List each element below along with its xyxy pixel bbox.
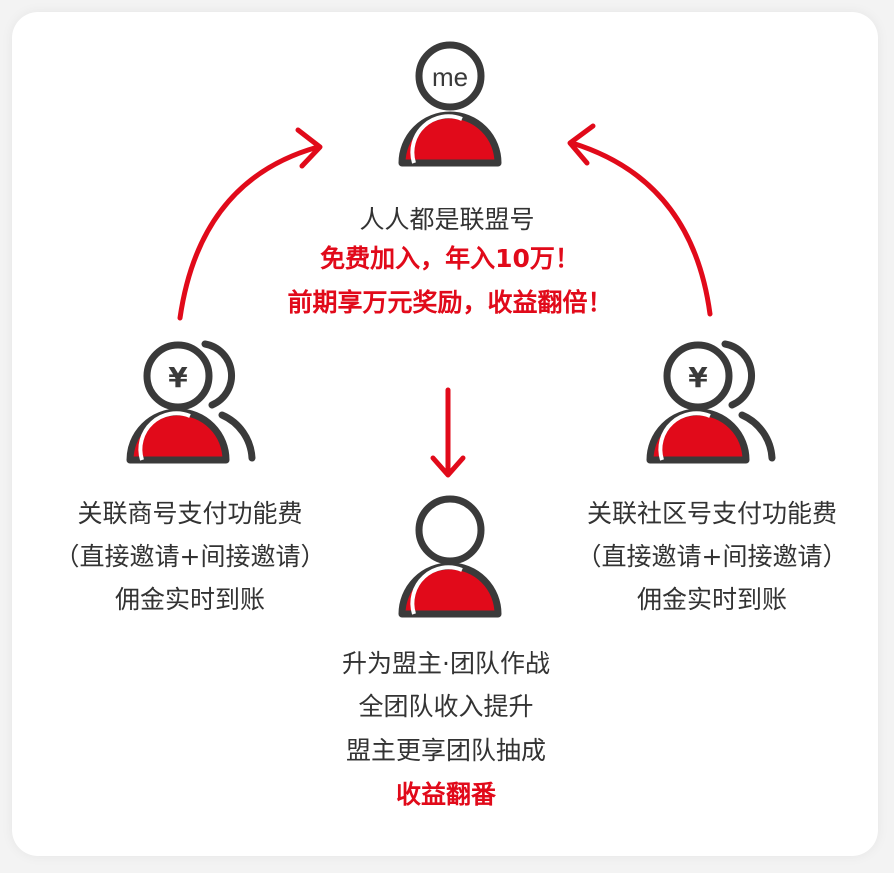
left-line-3: 佣金实时到账 (114, 585, 266, 614)
left-to-top-arrow (177, 127, 323, 321)
top-to-bottom-arrow (430, 387, 466, 478)
left-line-1: 关联商号支付功能费 (77, 499, 303, 528)
bottom-line-3: 盟主更享团队抽成 (345, 736, 547, 765)
bottom-line-2: 全团队收入提升 (358, 692, 534, 721)
top-line-2: 免费加入，年入10万！ (320, 244, 580, 273)
top-line-3: 前期享万元奖励，收益翻倍！ (287, 288, 613, 317)
right-to-top-arrow (567, 123, 713, 317)
left-yen-label: ¥ (168, 361, 188, 394)
right-line-3: 佣金实时到账 (636, 585, 788, 614)
right-community-icon: ¥ (646, 340, 776, 464)
me-person-icon: me (398, 41, 502, 167)
right-line-1: 关联社区号支付功能费 (586, 499, 838, 528)
right-line-2: （直接邀请+间接邀请） (576, 542, 848, 571)
left-merchant-icon: ¥ (126, 340, 256, 464)
leader-person-icon (398, 495, 502, 618)
bottom-line-4: 收益翻番 (395, 780, 497, 809)
me-avatar-label: me (432, 62, 468, 92)
left-line-2: （直接邀请+间接邀请） (54, 542, 326, 571)
bottom-line-1: 升为盟主·团队作战 (342, 649, 550, 678)
right-yen-label: ¥ (688, 361, 708, 394)
top-line-1: 人人都是联盟号 (359, 205, 535, 234)
